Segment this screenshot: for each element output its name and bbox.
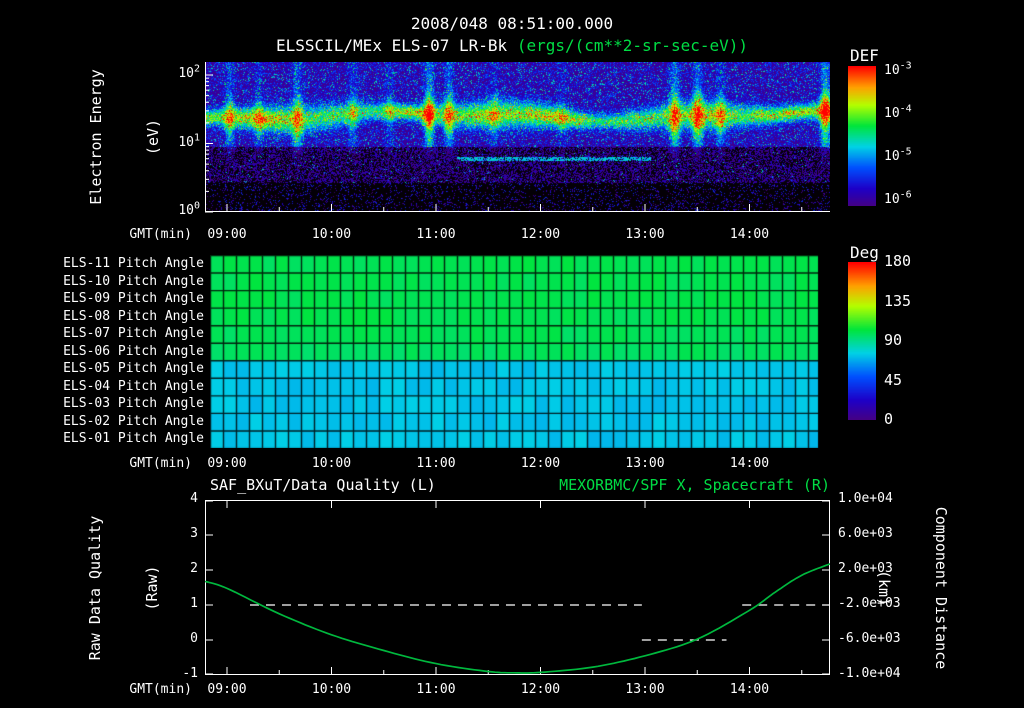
- time-tick-label: 09:00: [207, 682, 247, 697]
- right-series-title: MEXORBMC/SPF X, Spacecraft (R): [559, 476, 830, 494]
- time-axis-row-1: GMT(min) 09:00 10:00 11:00 12:00 13:00 14:00: [0, 227, 1024, 243]
- quality-axis-title: Raw Data Quality (Raw): [48, 488, 161, 688]
- def-tick-label: 10-5: [884, 146, 912, 164]
- pitch-row-label: ELS-08 Pitch Angle: [63, 308, 204, 324]
- time-tick-label: 12:00: [520, 456, 561, 471]
- distance-tick-label: -6.0e+03: [838, 631, 901, 646]
- time-tick-label: 11:00: [416, 227, 456, 242]
- def-colorbar-title: DEF: [850, 46, 879, 65]
- pitch-row-label: ELS-09 Pitch Angle: [63, 291, 204, 307]
- distance-tick-label: 1.0e+04: [838, 491, 893, 506]
- time-tick-label: 10:00: [311, 227, 352, 242]
- gmt-label: GMT(min): [129, 227, 192, 242]
- quality-tick-label: 2: [190, 561, 198, 576]
- time-tick-label: 12:00: [520, 227, 561, 242]
- quality-tick-label: 0: [190, 631, 198, 646]
- energy-axis-title-line2: (eV): [144, 118, 162, 156]
- time-tick-label: 09:00: [207, 227, 247, 242]
- time-tick-label: 14:00: [729, 227, 770, 242]
- energy-spectrogram-image: [205, 62, 830, 212]
- deg-tick-label: 90: [884, 331, 903, 349]
- def-tick-label: 10-4: [884, 103, 912, 121]
- quality-axis-title-line2: (Raw): [143, 565, 161, 611]
- time-tick-label: 12:00: [520, 682, 561, 697]
- pitch-row-label: ELS-04 Pitch Angle: [63, 378, 204, 394]
- distance-tick-label: 6.0e+03: [838, 526, 893, 541]
- pitch-row-label: ELS-02 Pitch Angle: [63, 413, 204, 429]
- deg-colorbar-title: Deg: [850, 243, 879, 262]
- time-tick-label: 13:00: [625, 227, 665, 242]
- pitch-row-label: ELS-03 Pitch Angle: [63, 396, 204, 412]
- pitch-row-label: ELS-01 Pitch Angle: [63, 431, 204, 447]
- time-tick-label: 14:00: [729, 456, 770, 471]
- quality-tick-label: 4: [190, 491, 198, 506]
- quality-tick-label: -1: [182, 666, 198, 681]
- distance-axis-title-line1: Component Distance: [932, 506, 950, 670]
- time-tick-label: 10:00: [311, 682, 352, 697]
- deg-tick-label: 0: [884, 410, 894, 428]
- timestamp-title: 2008/048 08:51:00.000: [410, 14, 614, 33]
- time-axis-row-3: GMT(min) 09:00 10:00 11:00 12:00 13:00 14:00: [0, 682, 1024, 698]
- distance-axis-title-line2: (km): [875, 569, 893, 607]
- deg-colorbar: [848, 262, 876, 420]
- plot-title: ELSSCIL/MEx ELS-07 LR-Bk (ergs/(cm**2-sr…: [0, 36, 1024, 55]
- deg-tick-label: 135: [884, 291, 912, 310]
- gmt-label: GMT(min): [129, 456, 192, 471]
- pitch-row-label: ELS-07 Pitch Angle: [63, 326, 204, 342]
- time-tick-label: 09:00: [207, 456, 247, 471]
- time-tick-label: 11:00: [416, 682, 456, 697]
- deg-tick-label: 180: [884, 252, 912, 270]
- def-tick-label: 10-6: [884, 189, 912, 207]
- time-tick-label: 14:00: [729, 682, 770, 697]
- flux-units-label: (ergs/(cm**2-sr-sec-eV)): [516, 36, 748, 55]
- def-colorbar: [848, 66, 876, 206]
- pitch-row-label: ELS-05 Pitch Angle: [63, 361, 204, 377]
- distance-tick-label: -1.0e+04: [838, 666, 901, 681]
- time-axis-row-2: GMT(min) 09:00 10:00 11:00 12:00 13:00 14:00: [0, 456, 1024, 472]
- quality-axis-title-line1: Raw Data Quality: [86, 515, 104, 661]
- quality-tick-label: 3: [190, 526, 198, 541]
- pitch-row-label: ELS-11 Pitch Angle: [63, 256, 204, 271]
- pitch-row-label: ELS-06 Pitch Angle: [63, 343, 204, 359]
- time-tick-label: 13:00: [625, 682, 665, 697]
- line-plot: [205, 500, 830, 675]
- energy-axis-title-line1: Electron Energy: [87, 69, 105, 205]
- energy-axis-title: Electron Energy (eV): [49, 37, 162, 237]
- time-tick-label: 13:00: [625, 456, 665, 471]
- distance-tick-label: -2.0e+03: [838, 596, 901, 611]
- energy-tick-label: 101: [178, 132, 200, 150]
- distance-axis-title: Component Distance (km): [875, 488, 988, 688]
- def-tick-label: 10-3: [884, 60, 912, 78]
- left-series-title: SAF_BXuT/Data Quality (L): [210, 476, 436, 494]
- deg-tick-label: 45: [884, 370, 903, 389]
- energy-tick-label: 100: [178, 200, 200, 218]
- time-tick-label: 10:00: [311, 456, 352, 471]
- energy-tick-label: 102: [178, 63, 200, 81]
- distance-tick-label: 2.0e+03: [838, 561, 893, 576]
- instrument-label: ELSSCIL/MEx ELS-07 LR-Bk: [275, 36, 508, 55]
- gmt-label: GMT(min): [129, 682, 192, 697]
- pitch-row-label: ELS-10 Pitch Angle: [63, 273, 204, 289]
- quality-tick-label: 1: [190, 596, 198, 611]
- energy-spectrogram-axes: [205, 62, 830, 213]
- time-tick-label: 11:00: [416, 456, 456, 471]
- pitch-angle-image: [210, 255, 830, 448]
